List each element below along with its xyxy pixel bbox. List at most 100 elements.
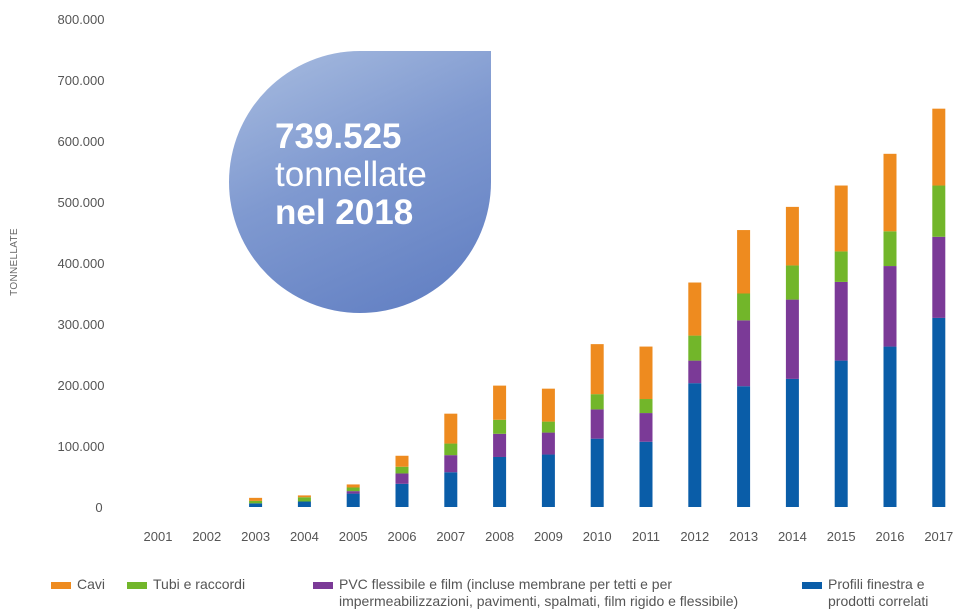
legend-item-cavi: Cavi [51, 576, 105, 593]
x-tick-label-2002: 2002 [192, 529, 221, 544]
bar-segment-2010-s1 [590, 409, 604, 439]
legend-swatch-profili [802, 582, 822, 589]
bar-segment-2011-s0 [639, 441, 653, 507]
bar-segment-2013-s0 [737, 386, 751, 507]
bar-segment-2006-s2 [395, 466, 409, 474]
bar-segment-2014-s1 [785, 299, 799, 379]
bar-segment-2008-s0 [493, 456, 507, 507]
bar-segment-2015-s2 [834, 251, 848, 282]
bar-segment-2016-s1 [883, 266, 897, 347]
legend-swatch-tubi [127, 582, 147, 589]
bar-segment-2010-s0 [590, 438, 604, 507]
bar-segment-2010-s2 [590, 394, 604, 410]
bar-segment-2013-s2 [737, 293, 751, 321]
bar-segment-2013-s1 [737, 320, 751, 387]
x-tick-label-2007: 2007 [436, 529, 465, 544]
legend-label-profili-line1: Profili finestra e [828, 576, 925, 592]
bar-segment-2013-s3 [737, 230, 751, 294]
x-tick-label-2001: 2001 [144, 529, 173, 544]
bar-segment-2015-s0 [834, 360, 848, 507]
y-axis-label: TONNELLATE [9, 228, 20, 296]
legend-label-tubi: Tubi e raccordi [153, 576, 246, 592]
legend-item-tubi: Tubi e raccordi [127, 576, 245, 593]
bar-segment-2004-s0 [297, 501, 311, 507]
x-tick-label-2008: 2008 [485, 529, 514, 544]
x-tick-label-2009: 2009 [534, 529, 563, 544]
callout-unit: tonnellate [275, 155, 427, 194]
legend-label-pvc: PVC flessibile e film (incluse membrane … [339, 576, 738, 610]
x-tick-label-2017: 2017 [924, 529, 953, 544]
y-axis: 0 100.000 200.000 300.000 400.000 500.000 600.… [58, 12, 105, 515]
x-tick-label-2004: 2004 [290, 529, 319, 544]
bar-segment-2015-s1 [834, 281, 848, 361]
y-tick-label: 100.000 [58, 439, 105, 454]
x-tick-label-2011: 2011 [632, 529, 660, 544]
bar-segment-2006-s0 [395, 483, 409, 507]
bar-segment-2017-s0 [932, 317, 946, 507]
bar-segment-2017-s3 [932, 108, 946, 186]
bar-segment-2009-s1 [541, 432, 555, 455]
bar-segment-2011-s1 [639, 413, 653, 442]
legend-label-pvc-line1: PVC flessibile e film (incluse membrane … [339, 576, 673, 592]
y-tick-label: 500.000 [58, 195, 105, 210]
x-tick-label-2013: 2013 [729, 529, 758, 544]
bar-segment-2012-s2 [688, 335, 702, 361]
highlight-callout: 739.525 tonnellate nel 2018 [275, 118, 427, 232]
legend-label-cavi: Cavi [77, 576, 106, 592]
bar-segment-2009-s0 [541, 454, 555, 507]
legend-item-profili: Profili finestra e prodotti correlati [802, 576, 928, 610]
y-tick-label: 700.000 [58, 73, 105, 88]
highlight-callout-shape [229, 51, 491, 313]
callout-year: nel 2018 [275, 193, 414, 232]
x-tick-label-2003: 2003 [241, 529, 270, 544]
bar-segment-2016-s3 [883, 153, 897, 232]
bar-segment-2005-s1 [346, 491, 360, 494]
x-tick-label-2006: 2006 [388, 529, 417, 544]
bar-segment-2011-s2 [639, 399, 653, 414]
bar-segment-2007-s3 [444, 413, 458, 444]
bar-segment-2014-s3 [785, 206, 799, 266]
y-tick-label: 300.000 [58, 317, 105, 332]
bar-segment-2008-s3 [493, 385, 507, 420]
bar-segment-2007-s1 [444, 455, 458, 473]
legend-swatch-pvc [313, 582, 333, 589]
bar-segment-2005-s3 [346, 484, 360, 488]
bar-segment-2004-s3 [297, 495, 311, 498]
bar-segment-2006-s3 [395, 455, 409, 467]
bar-segment-2009-s2 [541, 421, 555, 433]
stacked-bar-chart: 0 100.000 200.000 300.000 400.000 500.000 600.… [9, 12, 954, 544]
legend-label-pvc-line2: impermeabilizzazioni, pavimenti, spalmat… [339, 593, 739, 609]
x-tick-label-2012: 2012 [680, 529, 709, 544]
bar-segment-2014-s0 [785, 378, 799, 507]
callout-value: 739.525 [275, 117, 402, 156]
bar-segment-2007-s0 [444, 472, 458, 507]
legend-label-profili: Profili finestra e prodotti correlati [828, 576, 928, 610]
x-tick-label-2014: 2014 [778, 529, 807, 544]
y-tick-label: 400.000 [58, 256, 105, 271]
x-tick-label-2005: 2005 [339, 529, 368, 544]
bar-segment-2008-s2 [493, 419, 507, 434]
bar-segment-2005-s0 [346, 493, 360, 507]
y-tick-label: 0 [95, 500, 102, 515]
bar-segment-2011-s3 [639, 346, 653, 400]
bar-segment-2016-s0 [883, 346, 897, 507]
bar-segment-2007-s2 [444, 443, 458, 456]
bar-segment-2003-s3 [249, 497, 263, 501]
y-tick-label: 800.000 [58, 12, 105, 27]
legend: Cavi Tubi e raccordi PVC flessibile e fi… [0, 576, 970, 615]
bar-segment-2017-s1 [932, 236, 946, 318]
bar-segment-2010-s3 [590, 344, 604, 395]
bar-segment-2016-s2 [883, 231, 897, 267]
legend-label-profili-line2: prodotti correlati [828, 593, 929, 609]
bar-segment-2005-s2 [346, 487, 360, 492]
x-tick-label-2010: 2010 [583, 529, 612, 544]
bar-segment-2017-s2 [932, 185, 946, 237]
bar-segment-2003-s2 [249, 500, 263, 504]
bars [249, 108, 946, 507]
x-axis: 2001 2002 2003 2004 2005 2006 2007 2008 2009 2010… [144, 529, 954, 544]
y-tick-label: 200.000 [58, 378, 105, 393]
bar-segment-2012-s3 [688, 282, 702, 336]
y-tick-label: 600.000 [58, 134, 105, 149]
legend-swatch-cavi [51, 582, 71, 589]
bar-segment-2012-s1 [688, 360, 702, 384]
